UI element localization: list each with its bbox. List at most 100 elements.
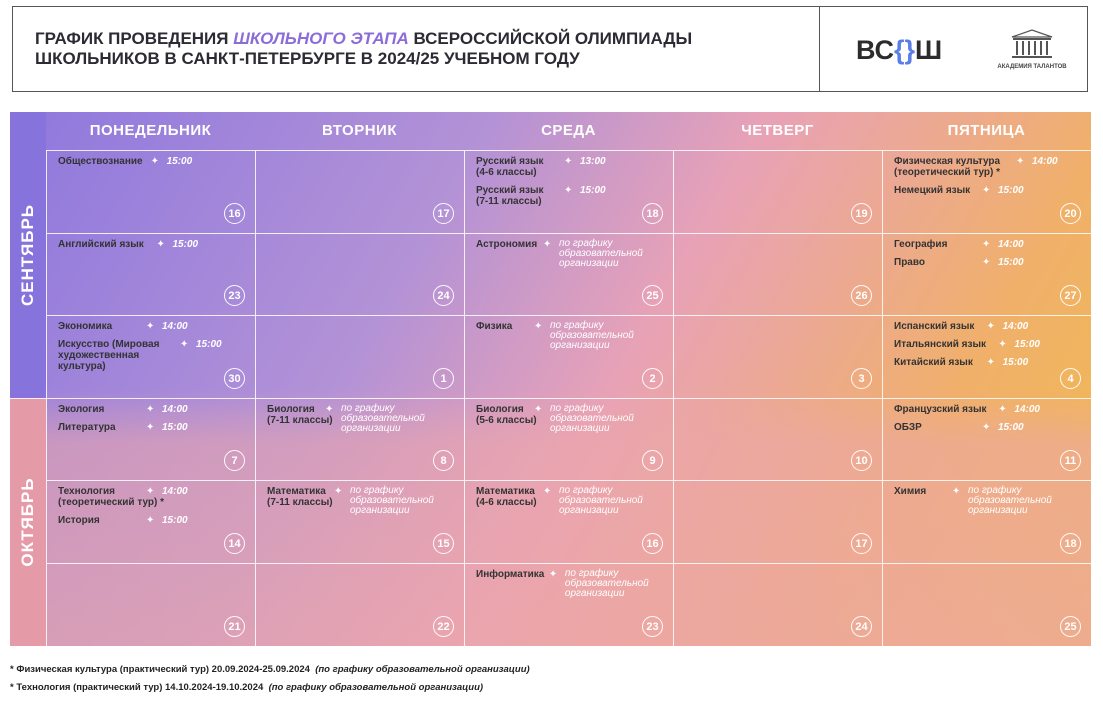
date-badge: 21 xyxy=(224,615,245,637)
date-badge: 14 xyxy=(224,532,245,554)
sparkle-icon: ✦ xyxy=(325,403,334,415)
sparkle-icon: ✦ xyxy=(146,321,155,333)
start-time: 15:00 xyxy=(998,421,1024,433)
calendar-cell: 16 Обществознание ✦ 15:00 xyxy=(46,150,255,233)
calendar-cell: 30 Экономика ✦ 14:00 Искусство (Мировая худо… xyxy=(46,315,255,398)
subject-name: История xyxy=(58,515,100,527)
date-badge: 25 xyxy=(1060,615,1081,637)
day-header: ПЯТНИЦА xyxy=(947,122,1026,139)
start-time: 14:00 xyxy=(1032,156,1058,167)
academy-logo: АКАДЕМИЯ ТАЛАНТОВ xyxy=(993,29,1071,77)
date-badge: 4 xyxy=(1060,367,1081,389)
date-badge: 8 xyxy=(433,450,454,472)
vsosh-logo: ВС{}Ш xyxy=(856,35,943,65)
calendar-cell: 17 xyxy=(673,480,882,563)
footnote-1: * Физическая культура (практический тур)… xyxy=(10,664,530,675)
month-band xyxy=(10,112,46,398)
subject-name: Право xyxy=(894,256,925,268)
page-title: График проведения школьного этапа Всерос… xyxy=(35,29,693,68)
calendar-cell: 14 Технология (теоретический тур) * ✦ 14:00… xyxy=(46,480,255,563)
calendar-cell: 11 Французский язык ✦ 14:00 ОБЗР ✦ 15:00 xyxy=(882,398,1091,481)
sparkle-icon: ✦ xyxy=(982,185,991,196)
subject-name: Русский язык (4-6 классы) xyxy=(476,156,544,178)
day-header: ВТОРНИК xyxy=(322,122,397,139)
date-badge: 2 xyxy=(642,367,663,389)
grid-line xyxy=(46,150,1091,151)
subject-name: География xyxy=(894,238,948,250)
sparkle-icon: ✦ xyxy=(146,403,155,415)
grid-line xyxy=(46,480,1091,482)
calendar-cell: 27 География ✦ 14:00 Право ✦ 15:00 xyxy=(882,233,1091,316)
calendar-cell: 18 Химия ✦ по графику образовательной орган… xyxy=(882,480,1091,563)
start-time: 15:00 xyxy=(162,515,188,527)
start-time: 15:00 xyxy=(580,185,606,196)
start-time: 14:00 xyxy=(162,486,188,498)
date-badge: 20 xyxy=(1060,202,1081,224)
subject-name: ОБЗР xyxy=(894,421,922,433)
sparkle-icon: ✦ xyxy=(982,238,991,250)
sparkle-icon: ✦ xyxy=(952,486,961,498)
start-time: 15:00 xyxy=(166,156,193,167)
calendar-cell: 19 xyxy=(673,150,882,233)
schedule-note: по графику образовательной организации xyxy=(564,568,649,599)
academy-building-icon xyxy=(1011,29,1053,58)
sparkle-icon: ✦ xyxy=(150,156,159,167)
calendar-cell: 24 xyxy=(673,563,882,646)
subject-name: Французский язык xyxy=(894,403,987,415)
date-badge: 3 xyxy=(851,367,872,389)
sparkle-icon: ✦ xyxy=(982,256,991,268)
subject-name: Технология (теоретический тур) * xyxy=(58,486,165,509)
sparkle-icon: ✦ xyxy=(334,486,343,498)
schedule-note: по графику образовательной организации xyxy=(550,402,634,434)
header: График проведения школьного этапа Всерос… xyxy=(12,6,1088,92)
date-badge: 16 xyxy=(642,532,663,554)
calendar-cell: 16 Математика (4-6 классы) ✦ по графику обр… xyxy=(464,480,673,563)
start-time: 15:00 xyxy=(172,238,199,250)
month-label: ОКТЯБРЬ xyxy=(18,477,37,567)
schedule-note: по графику образовательной организации xyxy=(559,237,643,269)
calendar-cell: 4 Испанский язык ✦ 14:00 Итальянский язык ✦ 15… xyxy=(882,315,1091,398)
sparkle-icon: ✦ xyxy=(982,421,991,433)
header-divider xyxy=(819,7,820,91)
start-time: 14:00 xyxy=(1014,403,1040,415)
date-badge: 23 xyxy=(642,615,663,637)
sparkle-icon: ✦ xyxy=(180,339,189,351)
calendar-cell: 3 xyxy=(673,315,882,398)
day-header: ЧЕТВЕРГ xyxy=(741,122,814,139)
calendar-cell: 23 Информатика ✦ по графику образовательной… xyxy=(464,563,673,646)
calendar-cell: 20 Физическая культура (теоретический тур… xyxy=(882,150,1091,233)
subject-name: Физическая культура (теоретический тур) … xyxy=(894,156,1001,178)
academy-logo-text: АКАДЕМИЯ ТАЛАНТОВ xyxy=(997,64,1067,70)
date-badge: 22 xyxy=(433,615,454,637)
calendar-cell: 25 Астрономия ✦ по графику образовательной … xyxy=(464,233,673,316)
start-time: 14:00 xyxy=(162,403,188,415)
start-time: 14:00 xyxy=(162,321,188,333)
date-badge: 24 xyxy=(851,615,872,637)
sparkle-icon: ✦ xyxy=(156,238,165,250)
subject-name: Испанский язык xyxy=(894,321,975,333)
date-badge: 30 xyxy=(224,367,245,389)
date-badge: 19 xyxy=(851,202,872,224)
calendar-cell: 2 Физика ✦ по графику образовательной орган… xyxy=(464,315,673,398)
start-time: 15:00 xyxy=(1002,357,1029,369)
subject-name: Немецкий язык xyxy=(894,185,971,196)
subject-name: Литература xyxy=(58,421,116,433)
footnote-2: * Технология (практический тур) 14.10.20… xyxy=(10,682,484,693)
calendar-cell: 24 xyxy=(255,233,464,316)
schedule-note: по графику образовательной организации xyxy=(968,485,1052,517)
sparkle-icon: ✦ xyxy=(998,339,1007,351)
start-time: 15:00 xyxy=(196,339,222,351)
grid-line xyxy=(46,232,1091,234)
date-badge: 10 xyxy=(851,450,872,472)
sparkle-icon: ✦ xyxy=(564,185,573,196)
subject-name: Астрономия xyxy=(476,238,538,250)
start-time: 15:00 xyxy=(162,421,188,433)
month-label: СЕНТЯБРЬ xyxy=(18,203,38,306)
date-badge: 9 xyxy=(642,450,663,472)
sparkle-icon: ✦ xyxy=(543,486,552,498)
schedule-note: по графику образовательной организации xyxy=(341,402,425,434)
date-badge: 24 xyxy=(433,285,454,307)
sparkle-icon: ✦ xyxy=(548,569,558,580)
sparkle-icon: ✦ xyxy=(998,403,1007,415)
sparkle-icon: ✦ xyxy=(543,238,552,250)
